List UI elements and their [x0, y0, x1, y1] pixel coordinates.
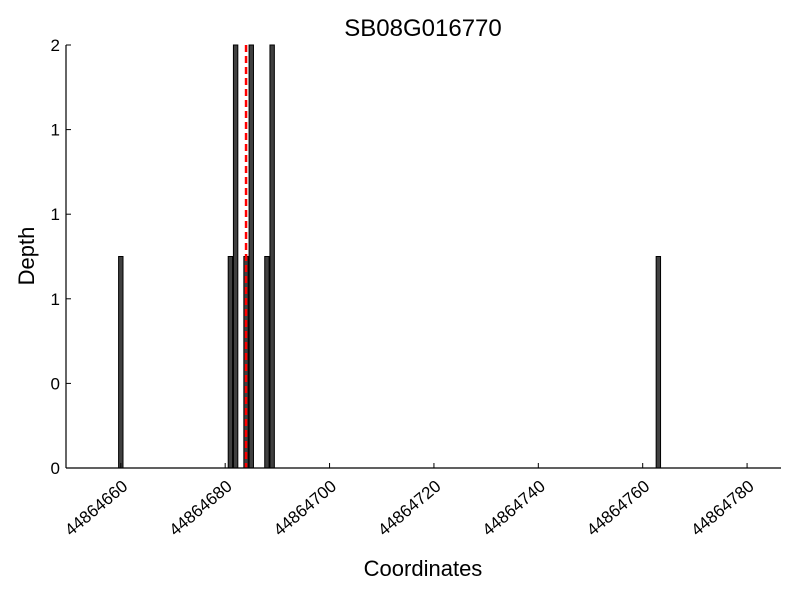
y-tick-label: 1: [51, 121, 60, 140]
x-axis-label: Coordinates: [364, 556, 483, 581]
chart-title: SB08G016770: [344, 15, 501, 42]
bar: [227, 256, 234, 469]
bar: [232, 44, 239, 469]
y-tick-label: 0: [51, 459, 60, 478]
bar: [655, 256, 662, 469]
bar: [264, 256, 270, 469]
x-tick-label: 44864720: [374, 477, 444, 540]
y-axis-label: Depth: [14, 227, 39, 286]
y-tick-label: 1: [51, 290, 60, 309]
bar: [269, 44, 275, 469]
x-tick-label: 44864700: [270, 477, 340, 540]
x-tick-label: 44864780: [687, 477, 757, 540]
y-tick-label: 0: [51, 374, 60, 393]
bar: [118, 256, 124, 469]
y-tick-label: 1: [51, 205, 60, 224]
x-ticks: 44864660 44864680 44864700 44864720 44864740…: [61, 463, 758, 540]
axes: [65, 45, 781, 469]
x-tick-label: 44864760: [583, 477, 653, 540]
y-tick-label: 2: [51, 36, 60, 55]
x-tick-label: 44864740: [479, 477, 549, 540]
x-tick-label: 44864680: [166, 477, 236, 540]
y-ticks: 0 0 1 1 1 2: [51, 36, 71, 478]
bar: [248, 44, 254, 469]
bar-series: [118, 44, 662, 469]
x-tick-label: 44864660: [61, 477, 131, 540]
